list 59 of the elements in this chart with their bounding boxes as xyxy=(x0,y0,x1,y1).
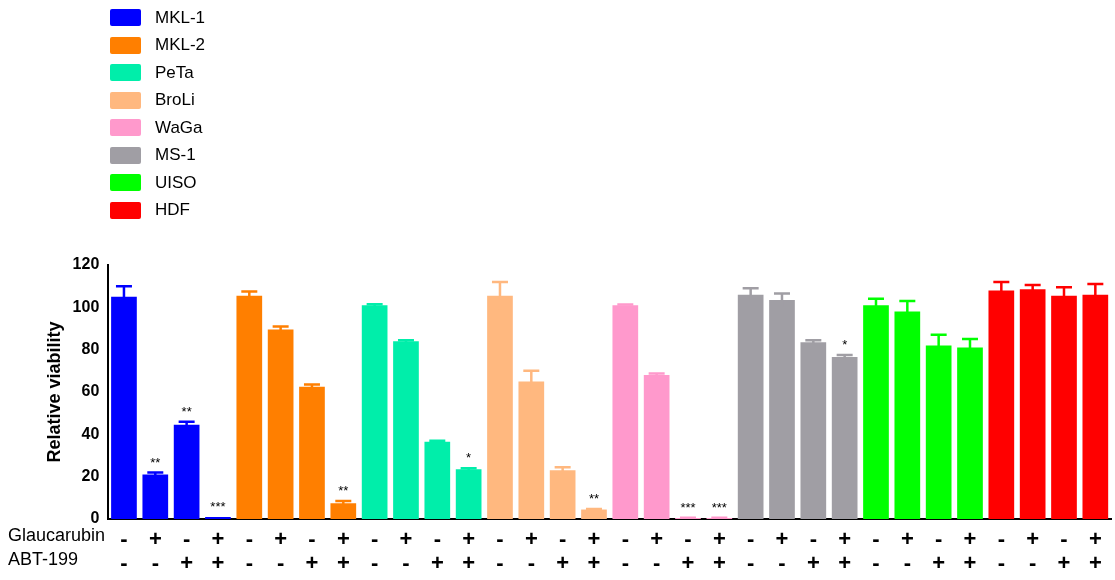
x-tick-label: + + xyxy=(712,526,726,576)
x-tick-label: - + xyxy=(430,526,444,576)
legend-label: PeTa xyxy=(155,62,194,83)
text: Glaucarubin xyxy=(8,525,106,546)
data-label: ** xyxy=(588,490,600,506)
y-tick-label: 100 xyxy=(72,297,100,315)
x-tick-label: - + xyxy=(556,526,570,576)
y-axis-title: Relative viability xyxy=(43,321,64,463)
data-label: ** xyxy=(150,454,161,470)
legend-label: BroLi xyxy=(155,90,195,111)
data-label: * xyxy=(466,450,472,466)
data-label: *** xyxy=(711,499,727,515)
x-tick-label: - + xyxy=(932,526,946,576)
text: ABT-199 xyxy=(8,549,79,570)
legend-label: MKL-1 xyxy=(155,7,206,28)
data-label: *** xyxy=(680,499,696,515)
data-label: ** xyxy=(338,483,349,499)
x-tick-label: - - xyxy=(120,526,128,576)
y-tick-label: 60 xyxy=(81,382,100,400)
x-tick-label: + - xyxy=(1026,526,1040,576)
x-tick-label: + - xyxy=(148,526,162,576)
x-tick-label: - - xyxy=(370,526,379,576)
x-tick-label: + + xyxy=(336,526,350,576)
x-tick-label: + - xyxy=(900,526,914,576)
y-tick-label: 20 xyxy=(81,467,100,485)
legend-label: UISO xyxy=(155,172,197,193)
legend-label: WaGa xyxy=(155,117,203,138)
x-tick-label: - - xyxy=(245,526,253,576)
x-tick-label: + + xyxy=(462,526,476,576)
data-label: *** xyxy=(210,499,226,514)
x-tick-label: - - xyxy=(621,526,629,576)
x-tick-label: + + xyxy=(211,526,225,576)
x-tick-label: + - xyxy=(524,526,538,576)
x-tick-label: - + xyxy=(806,526,820,576)
y-tick-label: 40 xyxy=(81,424,100,442)
x-tick-label: - - xyxy=(496,526,504,576)
x-tick-label: + - xyxy=(274,526,288,576)
x-tick-label: - - xyxy=(746,526,755,576)
legend-label: HDF xyxy=(155,200,190,221)
y-tick-label: 0 xyxy=(90,509,100,527)
x-tick-label: + + xyxy=(963,526,977,576)
x-tick-label: + - xyxy=(399,526,413,576)
legend-label: MS-1 xyxy=(155,145,196,166)
x-tick-label: + - xyxy=(650,526,664,576)
x-tick-label: - + xyxy=(180,526,194,576)
x-tick-label: - + xyxy=(1057,526,1071,576)
x-tick-label: + + xyxy=(587,526,601,576)
y-tick-label: 80 xyxy=(81,340,100,358)
data-label: ** xyxy=(181,403,192,419)
x-tick-label: - + xyxy=(305,526,319,576)
x-tick-label: - - xyxy=(997,526,1005,576)
y-tick-label: 120 xyxy=(72,255,100,273)
x-tick-label: - - xyxy=(872,526,880,576)
x-tick-label: + - xyxy=(775,526,789,576)
x-tick-label: - + xyxy=(681,526,695,576)
x-tick-label: + + xyxy=(838,526,852,576)
legend-label: MKL-2 xyxy=(155,35,206,56)
x-tick-label: + + xyxy=(1088,526,1102,576)
data-label: * xyxy=(842,337,848,353)
